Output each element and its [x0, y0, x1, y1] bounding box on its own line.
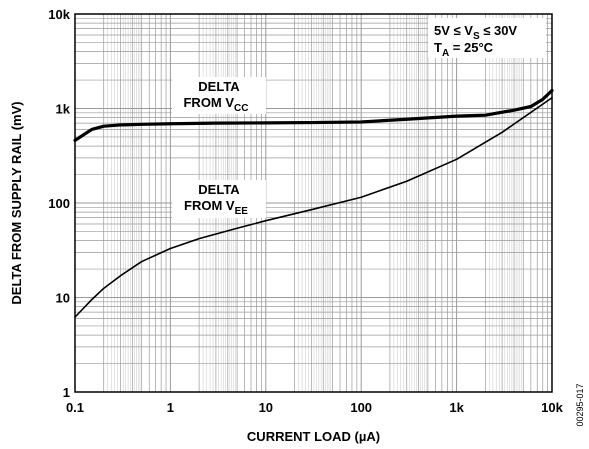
condition-temp-rest: = 25°C [449, 40, 493, 55]
condition-temp-main: T [434, 40, 442, 55]
condition-temperature: TA = 25°C [434, 40, 494, 59]
y-tick-label: 10k [48, 7, 70, 22]
series-label-vee-line1: DELTA [198, 182, 240, 197]
y-axis-label: DELTA FROM SUPPLY RAIL (mV) [9, 101, 24, 304]
series-label-bg-vcc [172, 77, 266, 114]
y-tick-label: 10 [56, 291, 70, 306]
series-line-vee [74, 96, 553, 318]
series-label-vee-main: FROM V [184, 198, 235, 213]
x-tick-label: 100 [350, 400, 372, 415]
condition-temp-sub: A [442, 48, 449, 59]
x-tick-label: 10 [259, 400, 273, 415]
series-label-vcc-main: FROM V [183, 95, 234, 110]
y-tick-label: 1k [56, 102, 71, 117]
series-label-bg-vee [172, 180, 266, 218]
figure-code: 00295-017 [575, 383, 585, 426]
condition-supply-range: 5V ≤ VS ≤ 30V [434, 23, 517, 42]
plot-frame [74, 13, 553, 393]
x-axis-label: CURRENT LOAD (µA) [247, 429, 380, 444]
condition-supply-main: 5V ≤ V [434, 23, 473, 38]
x-tick-label: 10k [541, 400, 563, 415]
series-line-vcc [73, 88, 554, 142]
y-tick-label: 1 [63, 385, 70, 400]
condition-supply-rest: ≤ 30V [480, 23, 518, 38]
chart-grid [74, 14, 552, 393]
condition-supply-sub: S [473, 31, 480, 42]
series-label-vcc-line2: FROM VCC [183, 95, 248, 114]
series-label-vcc-sub: CC [234, 103, 248, 114]
series-label-vee-line2: FROM VEE [184, 198, 248, 217]
series-label-vcc-line1: DELTA [198, 79, 240, 94]
x-tick-label: 1k [449, 400, 464, 415]
x-tick-label: 0.1 [66, 400, 84, 415]
y-tick-label: 100 [48, 196, 70, 211]
conditions-box [428, 18, 546, 58]
x-tick-label: 1 [167, 400, 174, 415]
series-label-vee-sub: EE [235, 206, 249, 217]
chart-series [73, 88, 554, 318]
